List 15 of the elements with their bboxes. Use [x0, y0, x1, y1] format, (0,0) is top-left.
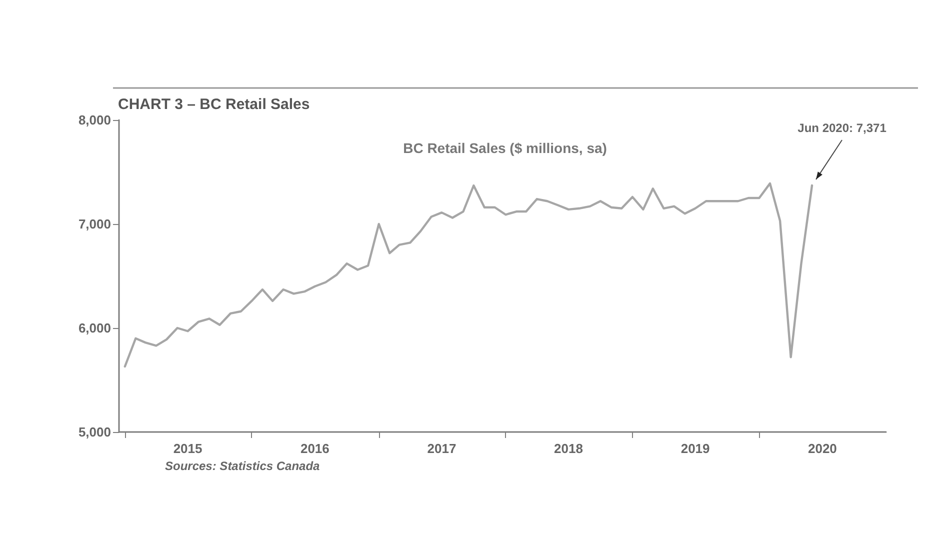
text: BC Retail Sales ($ millions, sa) — [403, 140, 607, 156]
x-tick-label: 2020 — [808, 441, 837, 456]
source-note: Sources: Statistics Canada — [165, 459, 320, 473]
annotation: Jun 2020: 7,371 — [798, 121, 887, 135]
x-tick-label: 2019 — [680, 441, 710, 456]
x-tick-label: 2015 — [173, 441, 202, 456]
line-series — [124, 182, 814, 368]
chart-title: CHART 3 – BC Retail Sales — [118, 96, 310, 113]
x-tick-label: 2016 — [300, 441, 330, 456]
x-tick-label: 2017 — [427, 441, 456, 456]
y-tick-label: 5,000 — [78, 424, 111, 440]
y-tick-label: 7,000 — [78, 216, 111, 232]
y-tick-label: 8,000 — [78, 112, 111, 128]
x-tick-label: 2018 — [554, 441, 583, 456]
y-tick-label: 6,000 — [78, 320, 111, 336]
